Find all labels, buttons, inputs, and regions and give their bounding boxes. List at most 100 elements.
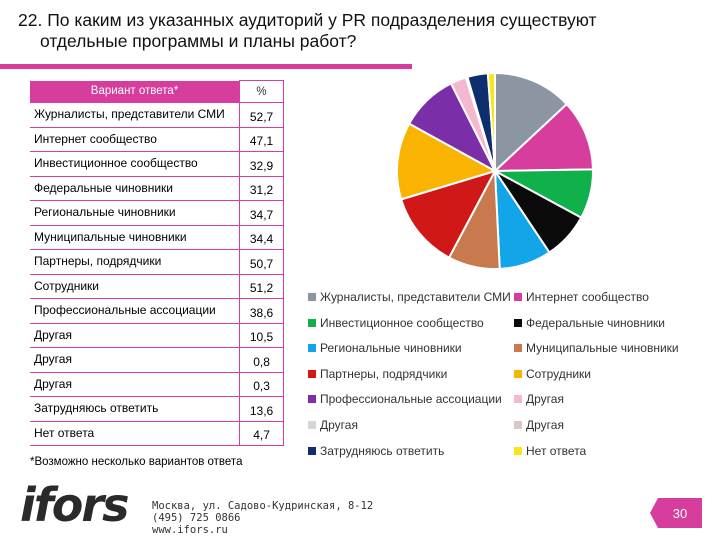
- page-number-badge: 30: [650, 498, 702, 528]
- legend-item: Другая: [514, 392, 564, 406]
- legend-swatch: [514, 344, 522, 353]
- legend-swatch: [308, 293, 316, 301]
- table-row: Федеральные чиновники 31,2: [30, 176, 284, 201]
- legend-swatch: [308, 344, 316, 353]
- legend-label: Нет ответа: [526, 443, 587, 458]
- legend-label: Сотрудники: [526, 366, 591, 381]
- legend-label: Федеральные чиновники: [526, 315, 665, 330]
- table-row: Другая 0,3: [30, 372, 284, 397]
- legend-swatch: [514, 318, 522, 327]
- header-answer: Вариант ответа*: [30, 80, 240, 103]
- legend-swatch: [308, 395, 316, 404]
- legend-swatch: [308, 421, 316, 429]
- table-row: Интернет сообщество 47,1: [30, 127, 284, 152]
- row-value: 32,9: [239, 151, 284, 177]
- pie-chart: [396, 71, 595, 270]
- legend-item: Региональные чиновники: [308, 341, 462, 355]
- legend-label: Другая: [526, 418, 564, 432]
- header-percent: %: [239, 80, 284, 103]
- row-label: Инвестиционное сообщество: [30, 151, 240, 177]
- footnote: *Возможно несколько вариантов ответа: [30, 456, 243, 468]
- row-value: 51,2: [239, 274, 284, 299]
- legend-swatch: [514, 395, 522, 404]
- row-value: 38,6: [239, 298, 284, 324]
- address-line-3: www.ifors.ru: [152, 524, 228, 536]
- legend-item: Интернет сообщество: [514, 290, 649, 304]
- answers-table: Вариант ответа* % Журналисты, представит…: [30, 80, 284, 446]
- pie-slice: [486, 71, 496, 172]
- legend-item: Другая: [514, 418, 564, 432]
- row-value: 10,5: [239, 323, 284, 348]
- legend-label: Партнеры, подрядчики: [320, 366, 448, 381]
- pie-slice: [492, 102, 595, 173]
- row-label: Журналисты, представители СМИ: [30, 102, 240, 128]
- legend-label: Муниципальные чиновники: [526, 341, 679, 356]
- legend-swatch: [308, 446, 316, 455]
- table-row: Партнеры, подрядчики 50,7: [30, 249, 284, 275]
- row-value: 34,4: [239, 225, 284, 250]
- row-value: 50,7: [239, 249, 284, 275]
- table-row: Журналисты, представители СМИ 52,7: [30, 102, 284, 128]
- table-row: Сотрудники 51,2: [30, 274, 284, 299]
- table-header-row: Вариант ответа* %: [30, 80, 284, 103]
- legend-label: Журналисты, представители СМИ: [320, 290, 511, 304]
- legend-swatch: [514, 421, 522, 429]
- legend-label: Региональные чиновники: [320, 341, 462, 356]
- logo-text: ifors: [20, 478, 129, 532]
- legend-label: Другая: [320, 418, 358, 432]
- row-label: Другая: [30, 323, 240, 348]
- row-label: Затрудняюсь ответить: [30, 396, 240, 422]
- table-row: Затрудняюсь ответить 13,6: [30, 396, 284, 422]
- table-row: Профессиональные ассоциации 38,6: [30, 298, 284, 324]
- row-label: Партнеры, подрядчики: [30, 249, 240, 275]
- pie-slice: [494, 71, 569, 174]
- row-label: Профессиональные ассоциации: [30, 298, 240, 324]
- title-line-1: 22. По каким из указанных аудиторий у PR…: [18, 10, 597, 30]
- row-label: Сотрудники: [30, 274, 240, 299]
- row-value: 52,7: [239, 102, 284, 128]
- row-label: Другая: [30, 347, 240, 373]
- row-value: 0,8: [239, 347, 284, 373]
- table-row: Региональные чиновники 34,7: [30, 200, 284, 226]
- row-value: 34,7: [239, 200, 284, 226]
- legend-item: Журналисты, представители СМИ: [308, 290, 511, 304]
- page-number: 30: [672, 505, 688, 521]
- row-label: Интернет сообщество: [30, 127, 240, 152]
- pie-slice: [396, 122, 498, 201]
- badge-arrow: [650, 498, 658, 528]
- legend-item: Инвестиционное сообщество: [308, 316, 484, 330]
- legend-swatch: [514, 446, 522, 455]
- table-row: Муниципальные чиновники 34,4: [30, 225, 284, 250]
- row-value: 4,7: [239, 421, 284, 446]
- table-row: Нет ответа 4,7: [30, 421, 284, 446]
- row-label: Нет ответа: [30, 421, 240, 446]
- legend-label: Затрудняюсь ответить: [320, 443, 445, 458]
- legend-item: Профессиональные ассоциации: [308, 392, 502, 406]
- row-value: 13,6: [239, 396, 284, 422]
- legend-swatch: [308, 369, 316, 378]
- legend-item: Другая: [308, 418, 358, 432]
- legend-swatch: [514, 293, 522, 301]
- row-label: Региональные чиновники: [30, 200, 240, 226]
- legend-item: Нет ответа: [514, 444, 586, 458]
- page-title: 22. По каким из указанных аудиторий у PR…: [18, 10, 658, 52]
- address-line-1: Москва, ул. Садово-Кудринская, 8-12: [152, 500, 374, 512]
- row-label: Муниципальные чиновники: [30, 225, 240, 250]
- legend-label: Интернет сообщество: [526, 290, 649, 304]
- table-row: Другая 0,8: [30, 347, 284, 373]
- row-value: 31,2: [239, 176, 284, 201]
- legend-swatch: [514, 369, 522, 378]
- title-underline: [0, 64, 412, 69]
- row-label: Другая: [30, 372, 240, 397]
- ifors-logo: ifors: [20, 478, 129, 532]
- legend-item: Партнеры, подрядчики: [308, 367, 447, 381]
- contact-address: Москва, ул. Садово-Кудринская, 8-12 (495…: [152, 500, 373, 536]
- table-row: Другая 10,5: [30, 323, 284, 348]
- legend-swatch: [308, 318, 316, 327]
- title-line-2: отдельные программы и планы работ?: [40, 31, 357, 51]
- legend-label: Другая: [526, 392, 564, 407]
- legend-item: Сотрудники: [514, 367, 591, 381]
- table-row: Инвестиционное сообщество 32,9: [30, 151, 284, 177]
- legend-item: Муниципальные чиновники: [514, 341, 679, 355]
- row-label: Федеральные чиновники: [30, 176, 240, 201]
